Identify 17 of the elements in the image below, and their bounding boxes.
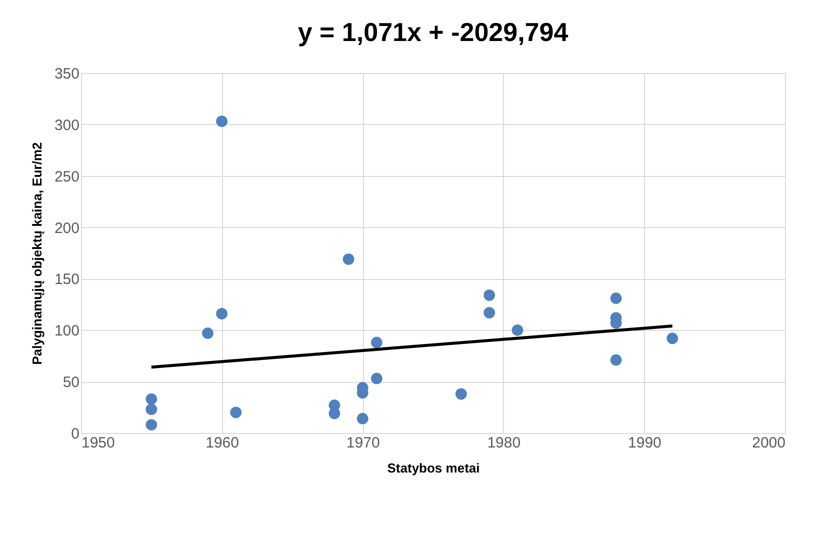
x-tick-label: 1970 [346,434,380,452]
x-tick-label: 1990 [628,434,662,452]
y-tick-label: 150 [54,271,80,288]
y-tick-label: 0 [71,426,80,442]
y-tick-label: 50 [62,374,80,392]
y-tick-label: 250 [54,168,80,186]
x-tick-label: 2000 [752,434,786,452]
y-tick-label: 200 [54,220,80,237]
y-tick-label: 100 [54,322,80,340]
y-axis-title: Palyginamųjų objektų kaina, Eur/m2 [29,142,44,365]
x-axis-title: Statybos metai [387,460,480,476]
y-tick-label: 350 [54,66,80,82]
x-tick-label: 1980 [487,434,521,452]
x-tick-label: 1950 [82,434,115,452]
x-tick-label: 1960 [206,434,239,452]
y-tick-label: 300 [54,116,80,134]
chart-title: y = 1,071x + -2029,794 [298,17,569,47]
